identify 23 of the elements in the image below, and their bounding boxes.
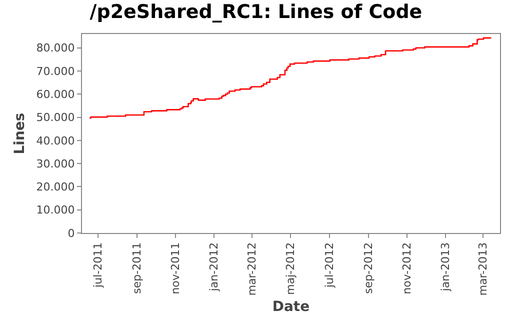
y-tick-label: 30.000	[36, 157, 75, 170]
x-tick-label: sep-2011	[130, 242, 144, 294]
y-tick-label: 60.000	[36, 88, 75, 102]
y-tick-label: 20.000	[36, 180, 75, 194]
x-tick-label: mar-2013	[476, 242, 490, 296]
x-tick-label: maj-2012	[284, 242, 298, 295]
x-tick-label: jul-2012	[322, 242, 336, 288]
y-tick-label: 0	[68, 226, 75, 240]
y-tick-label: 70.000	[36, 64, 75, 78]
x-tick-label: mar-2012	[246, 242, 259, 296]
y-tick-label: 50.000	[36, 111, 75, 124]
x-tick-label: sep-2012	[362, 242, 376, 294]
x-tick-label: jul-2011	[91, 242, 104, 288]
y-tick-label: 80.000	[36, 42, 75, 55]
x-tick-label: nov-2012	[400, 242, 414, 294]
x-tick-label: nov-2011	[169, 242, 182, 294]
y-tick-label: 40.000	[36, 134, 75, 148]
x-tick-label: jan-2012	[208, 242, 221, 292]
x-tick-label: jan-2013	[439, 242, 452, 292]
chart-title: /p2eShared_RC1: Lines of Code	[90, 1, 422, 24]
y-axis-title: Lines	[12, 112, 28, 154]
x-axis-title: Date	[272, 298, 310, 315]
y-tick-label: 10.000	[36, 204, 75, 217]
